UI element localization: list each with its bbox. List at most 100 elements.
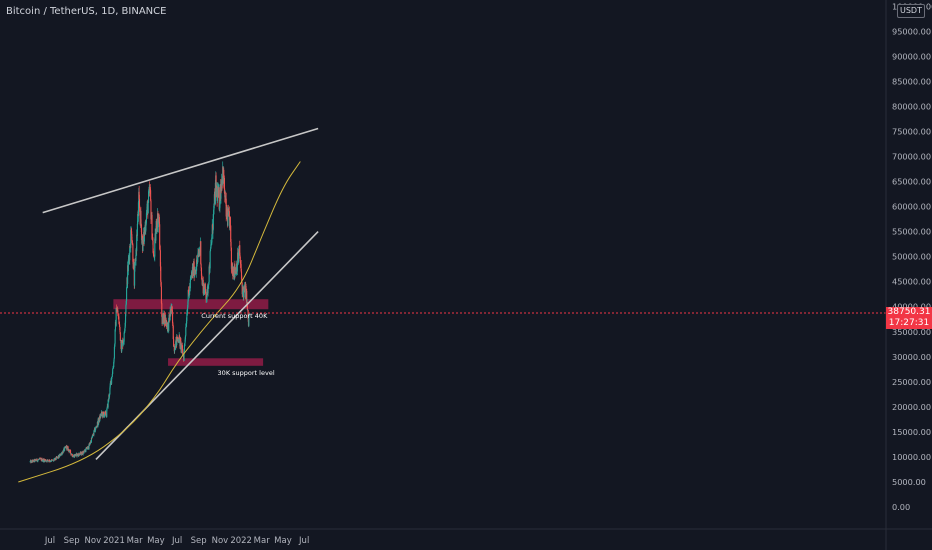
- candle-body: [149, 186, 151, 191]
- candle-body: [204, 283, 206, 290]
- y-tick-label: 10000.00: [892, 452, 931, 462]
- currency-badge[interactable]: USDT: [897, 4, 925, 18]
- candle-body: [138, 198, 141, 209]
- x-tick-label: Nov: [212, 536, 229, 546]
- candle-body: [161, 303, 163, 317]
- candle-body: [105, 411, 107, 416]
- candle-body: [137, 213, 139, 224]
- candle-body: [121, 342, 123, 352]
- candle-body: [151, 214, 153, 240]
- candle-body: [186, 312, 188, 321]
- candle-body: [189, 279, 191, 289]
- candle-body: [81, 452, 83, 455]
- candle-body: [86, 447, 88, 450]
- candle-body: [150, 200, 152, 220]
- candle-body: [240, 264, 242, 272]
- x-tick-label: Jul: [44, 536, 55, 546]
- candle-body: [223, 169, 225, 184]
- candle-body: [179, 338, 181, 347]
- candle-body: [175, 341, 177, 350]
- price-axis[interactable]: 0.00 5000.00 10000.00 15000.00 20000.00 25000…: [892, 1, 932, 512]
- candle-body: [49, 459, 51, 462]
- x-tick-label: Sep: [191, 536, 207, 546]
- candle-body: [209, 248, 212, 252]
- candle-body: [209, 251, 211, 269]
- candle-body: [185, 326, 187, 336]
- candle-body: [157, 219, 159, 228]
- candle-body: [239, 261, 242, 264]
- candle-body: [233, 269, 235, 276]
- candle-body: [212, 229, 214, 234]
- candle-body: [248, 316, 250, 326]
- candle-body: [115, 307, 117, 326]
- time-axis[interactable]: Jul Sep Nov 2021 Mar May Jul Sep Nov 2022 Mar May Ju…: [44, 536, 309, 546]
- candle-body: [196, 259, 198, 271]
- candle-body: [200, 264, 202, 268]
- x-tick-label: Jul: [298, 536, 309, 546]
- candle-body: [119, 332, 121, 341]
- candle-body: [69, 450, 72, 454]
- candle-body: [158, 216, 160, 225]
- candle-body: [242, 287, 244, 291]
- candle-body: [147, 191, 150, 203]
- y-tick-label: 90000.00: [892, 51, 931, 61]
- candle-body: [107, 399, 109, 408]
- candle-body: [205, 293, 207, 300]
- candle-body: [46, 459, 48, 462]
- y-tick-label: 50000.00: [892, 252, 931, 262]
- candle-body: [91, 435, 94, 437]
- candle-body: [174, 349, 176, 350]
- candle-body: [32, 460, 34, 462]
- candle-body: [126, 287, 128, 302]
- candle-body: [95, 427, 97, 431]
- candle-body: [111, 373, 113, 377]
- candle-body: [139, 208, 141, 216]
- candle-body: [183, 345, 185, 351]
- candle-body: [32, 459, 34, 462]
- candle-body: [94, 430, 96, 432]
- candle-body: [136, 223, 138, 236]
- x-tick-label: 2021: [103, 536, 125, 546]
- candle-body: [228, 211, 230, 218]
- candle-body: [234, 264, 236, 275]
- candle-body: [132, 244, 134, 262]
- candle-body: [155, 230, 157, 241]
- candle-body: [178, 335, 181, 337]
- curve-line: [18, 161, 301, 483]
- candle-body: [145, 213, 148, 223]
- candle-body: [90, 437, 92, 443]
- candle-body: [36, 458, 38, 461]
- candle-body: [119, 324, 121, 327]
- candle-body: [171, 306, 173, 314]
- x-tick-label: Mar: [254, 536, 271, 546]
- candle-body: [206, 290, 208, 299]
- candle-body: [53, 458, 55, 460]
- candle-body: [43, 458, 45, 460]
- candle-body: [59, 454, 61, 457]
- candle-body: [140, 210, 142, 224]
- x-tick-label: 2022: [230, 536, 252, 546]
- candle-body: [53, 459, 55, 461]
- candle-body: [134, 267, 136, 286]
- candle-body: [243, 288, 245, 298]
- candle-body: [87, 446, 89, 449]
- candle-body: [167, 323, 169, 330]
- candle-body: [229, 217, 231, 226]
- zone-label: 30K support level: [218, 369, 275, 377]
- candle-body: [146, 203, 148, 212]
- x-tick-label: Mar: [127, 536, 144, 546]
- candle-body: [218, 190, 220, 210]
- candle-body: [239, 245, 241, 256]
- candle-body: [82, 450, 84, 453]
- y-tick-label: 60000.00: [892, 202, 931, 212]
- y-tick-label: 80000.00: [892, 101, 931, 111]
- y-tick-label: 35000.00: [892, 327, 931, 337]
- candle-body: [113, 361, 115, 368]
- trendlines-layer: [18, 127, 319, 483]
- candle-body: [130, 230, 132, 248]
- y-tick-label: 0.00: [892, 502, 910, 512]
- candle-body: [108, 395, 110, 401]
- candle-body: [154, 238, 156, 257]
- candle-body: [230, 225, 232, 242]
